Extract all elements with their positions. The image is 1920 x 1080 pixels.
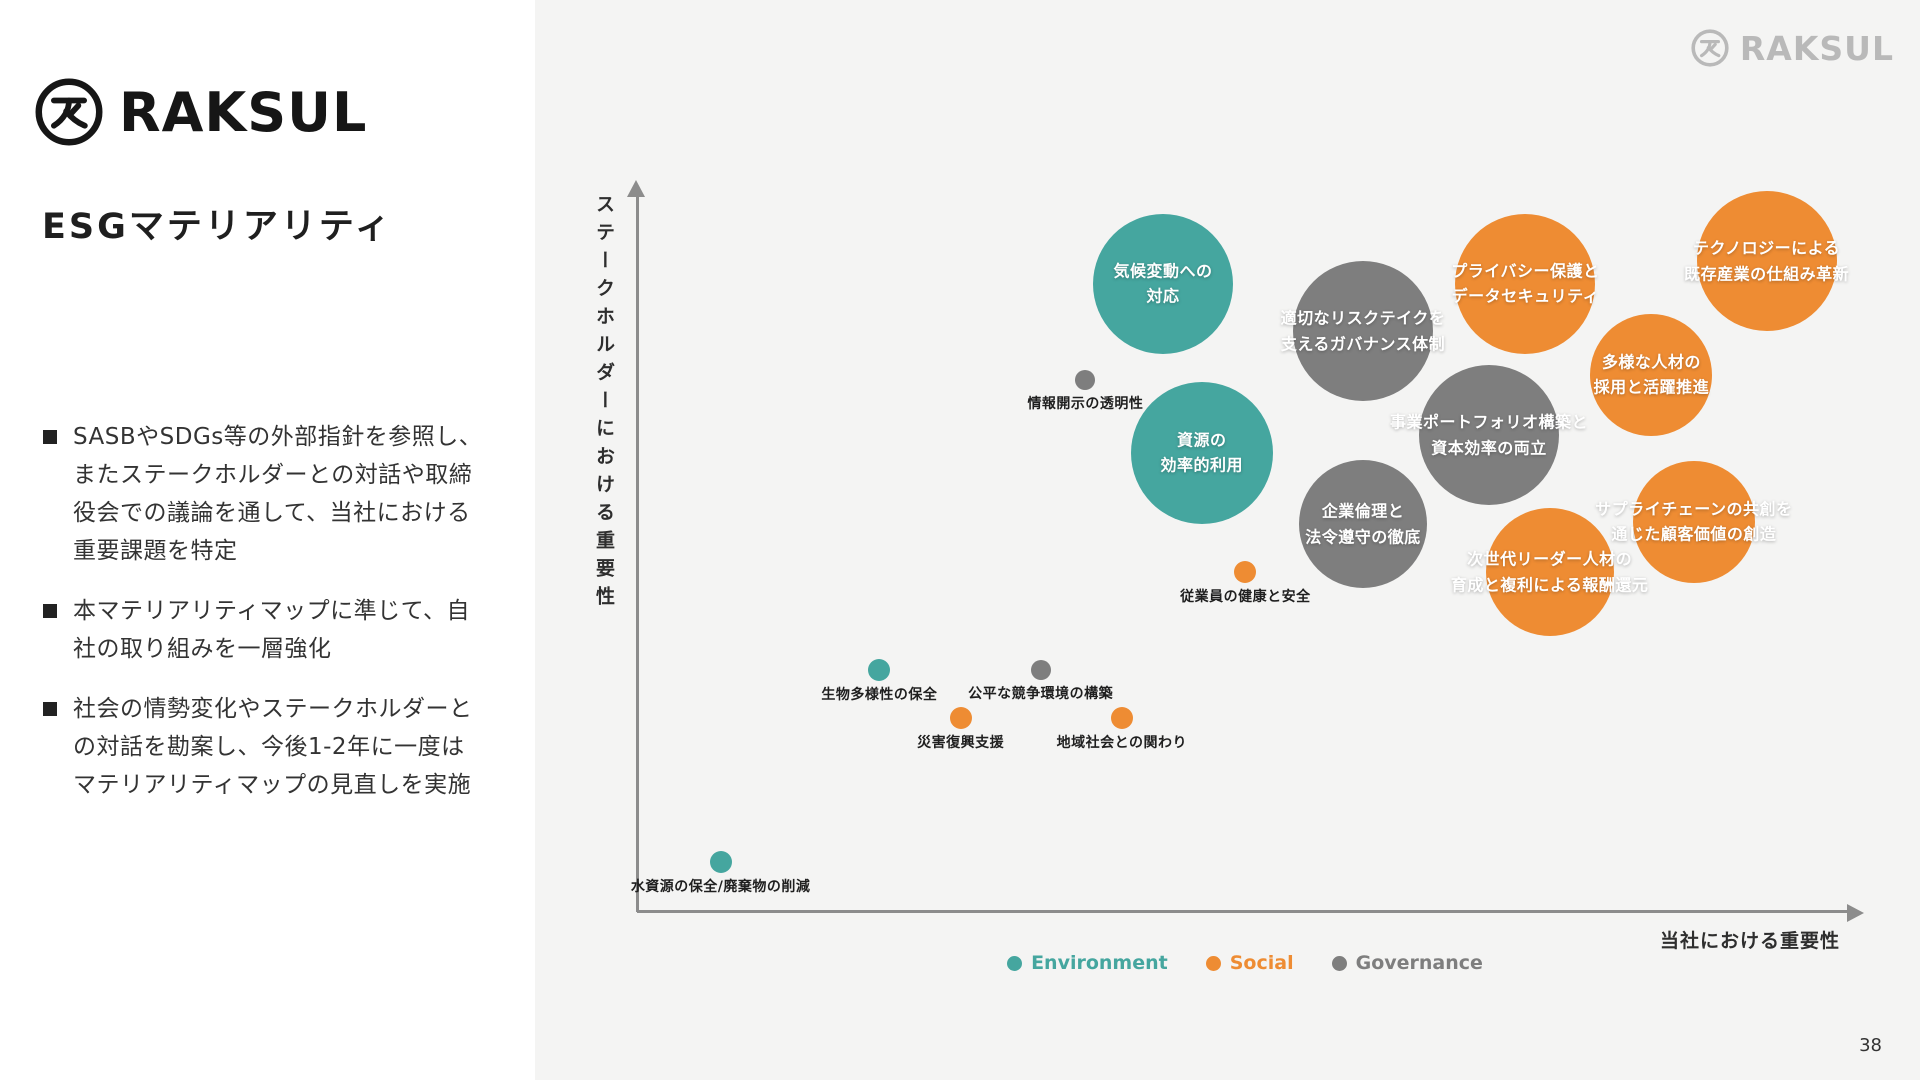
legend-dot-icon	[1007, 955, 1023, 971]
y-axis-label: ステークホルダーにおける重要性	[593, 194, 615, 614]
legend-dot-icon	[1331, 955, 1347, 971]
bubble-label: 適切なリスクテイクを 支えるガバナンス体制	[1280, 308, 1446, 354]
bubble-social	[1632, 460, 1755, 583]
bubble-label: 公平な競争環境の構築	[968, 686, 1114, 703]
bubble-label: 情報開示の透明性	[1027, 395, 1144, 412]
watermark-logo: RAKSUL	[1690, 28, 1894, 68]
bubble-label: 水資源の保全/廃棄物の削減	[630, 878, 811, 895]
bubble-chart: 適切なリスクテイクを 支えるガバナンス体制事業ポートフォリオ構築と 資本効率の両…	[627, 180, 1864, 922]
bubble-governance	[1419, 365, 1560, 506]
bubble-label: サプライチェーンの共創を 通じた顧客価値の創造	[1595, 499, 1793, 544]
bubble-label: 気候変動への 対応	[1113, 261, 1213, 306]
bubble-label: 地域社会との関わり	[1056, 735, 1187, 752]
bubble-label: 災害復興支援	[917, 735, 1005, 752]
chart-panel: RAKSUL ステークホルダーにおける重要性 適切なリスクテイクを 支えるガバナ…	[535, 0, 1920, 1080]
bubble-social	[1696, 191, 1837, 332]
watermark-text: RAKSUL	[1739, 28, 1894, 68]
bullet-item-2: 本マテリアリティマップに準じて、自 社の取り組みを一層強化	[43, 592, 521, 668]
raksul-logo: RAKSUL	[33, 76, 367, 148]
legend-item-governance: Governance	[1331, 952, 1483, 974]
x-axis	[637, 904, 1864, 922]
bullet-square-icon	[43, 604, 57, 618]
bubble-social	[1590, 313, 1713, 436]
bubble-environment	[868, 659, 891, 682]
left-panel: RAKSUL ESGマテリアリティ SASBやSDGs等の外部指針を参照し、 ま…	[0, 0, 535, 1080]
legend-dot-icon	[1205, 955, 1221, 971]
bullet-text: 本マテリアリティマップに準じて、自 社の取り組みを一層強化	[73, 598, 470, 662]
bullet-square-icon	[43, 702, 57, 716]
bullet-square-icon	[43, 430, 57, 444]
bubble-governance	[1298, 459, 1427, 588]
bubble-label: 事業ポートフォリオ構築と 資本効率の両立	[1390, 412, 1589, 458]
legend-item-social: Social	[1205, 952, 1294, 974]
bubble-label: 生物多様性の保全	[821, 687, 938, 704]
bubble-environment	[709, 850, 732, 873]
bubble-label: テクノロジーによる 既存産業の仕組み革新	[1684, 238, 1850, 284]
bubble-label: 従業員の健康と安全	[1180, 589, 1311, 606]
bubble-social	[1485, 508, 1614, 637]
chart-legend: Environment Social Governance	[895, 952, 1595, 974]
bubble-social	[949, 707, 972, 730]
bullet-list: SASBやSDGs等の外部指針を参照し、 またステークホルダーとの対話や取締 役…	[43, 418, 521, 804]
legend-label: Social	[1229, 952, 1294, 974]
raksul-logo-text: RAKSUL	[119, 80, 368, 144]
y-axis	[627, 180, 645, 912]
bubble-governance	[1075, 369, 1096, 390]
bullet-item-1: SASBやSDGs等の外部指針を参照し、 またステークホルダーとの対話や取締 役…	[43, 418, 521, 570]
y-axis-arrow-icon	[627, 180, 645, 197]
bullet-item-3: 社会の情勢変化やステークホルダーと の対話を勘案し、今後1-2年に一度は マテリ…	[43, 690, 521, 804]
bullet-text: 社会の情勢変化やステークホルダーと の対話を勘案し、今後1-2年に一度は マテリ…	[73, 696, 473, 798]
page-number: 38	[1859, 1035, 1882, 1056]
bubble-environment	[1130, 381, 1273, 524]
legend-label: Governance	[1355, 952, 1483, 974]
bubble-label: 資源の 効率的利用	[1160, 430, 1244, 475]
bubble-label: プライバシー保護と データセキュリティ	[1451, 261, 1600, 306]
bubble-label: 企業倫理と 法令遵守の徹底	[1305, 501, 1421, 546]
bubble-governance	[1030, 660, 1051, 681]
legend-label: Environment	[1031, 952, 1168, 974]
bullet-text: SASBやSDGs等の外部指針を参照し、 またステークホルダーとの対話や取締 役…	[73, 424, 483, 564]
bubble-social	[1234, 561, 1257, 584]
bubble-label: 多様な人材の 採用と活躍推進	[1593, 352, 1710, 397]
bubble-governance	[1292, 261, 1433, 402]
legend-item-environment: Environment	[1007, 952, 1168, 974]
x-axis-arrow-icon	[1847, 904, 1864, 922]
raksul-logo-icon	[1691, 29, 1729, 67]
page-title: ESGマテリアリティ	[42, 207, 393, 247]
bubble-label: 次世代リーダー人材の 育成と複利による報酬還元	[1450, 549, 1649, 595]
bubble-environment	[1093, 213, 1233, 354]
x-axis-label: 当社における重要性	[1659, 930, 1840, 952]
raksul-logo-icon	[35, 78, 103, 146]
bubble-social	[1110, 707, 1133, 730]
bubble-social	[1455, 213, 1596, 354]
